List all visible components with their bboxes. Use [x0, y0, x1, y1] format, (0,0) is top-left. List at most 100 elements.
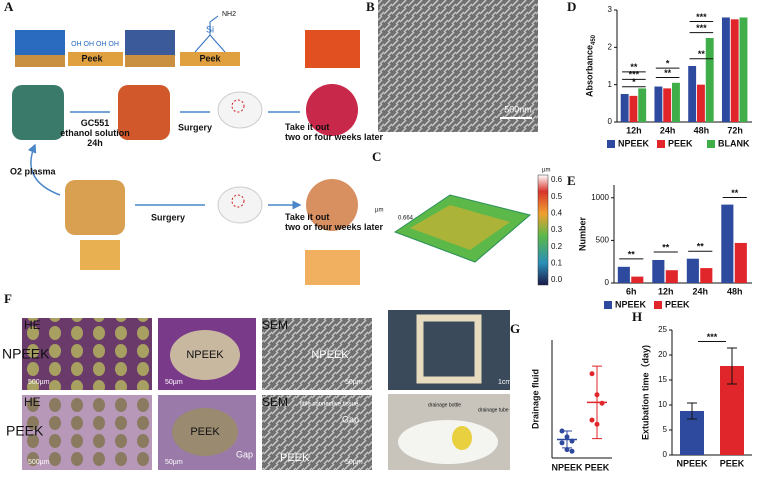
colorbar-unit: µm — [542, 168, 550, 174]
site — [231, 99, 245, 113]
rabbit — [217, 186, 263, 224]
x-tick-label: 12h — [658, 286, 674, 296]
annotation: ** — [698, 49, 706, 59]
bar — [739, 17, 748, 122]
scaffold — [118, 85, 170, 140]
z-label: 0.664 — [398, 216, 414, 222]
panel-f: NPEEK PEEK HE HE SEM SEM NPEEK NPEEK PEE… — [2, 310, 511, 470]
bar — [705, 38, 714, 122]
colorbar-ticks: 0.6 0.5 0.4 0.3 0.2 0.1 0.0 — [551, 175, 563, 284]
error-bar — [727, 347, 737, 385]
point — [569, 448, 575, 454]
point — [589, 417, 595, 423]
y-axis-label: Number — [577, 217, 587, 252]
row-label: NPEEK — [2, 346, 50, 362]
y-tick-label: 25 — [658, 325, 667, 334]
label: O2 plasma — [10, 166, 57, 176]
panel-letters: A B C D E F G H — [4, 0, 642, 336]
label: Gap — [236, 449, 253, 459]
y-axis-label: Drainage fluid — [530, 369, 540, 429]
scaffold-photo — [416, 314, 482, 384]
y-tick-label: 0 — [608, 117, 613, 126]
bar — [686, 258, 699, 283]
panel-letter: D — [567, 0, 576, 14]
surface — [125, 30, 175, 55]
annotation: ** — [731, 188, 739, 198]
scaffold — [12, 85, 64, 140]
x-tick-label: PEEK — [720, 458, 745, 468]
block — [80, 240, 120, 270]
y-tick-label: 1000 — [591, 193, 609, 202]
colorbar — [537, 174, 549, 286]
label: Gap — [342, 414, 359, 424]
colorbar-tick: 0.0 — [551, 275, 563, 284]
x-tick-label: NPEEK — [676, 458, 708, 468]
bar — [617, 266, 630, 283]
legend-swatch — [657, 140, 665, 148]
point — [559, 440, 565, 446]
annotation: ** — [697, 242, 705, 252]
error-bar — [562, 430, 572, 449]
scale-label: 50µm — [165, 379, 183, 386]
x-tick-label: NPEEK — [551, 462, 583, 472]
label: PEEK — [190, 426, 220, 438]
legend-label: BLANK — [718, 138, 750, 148]
annotation: ** — [630, 62, 638, 72]
x-tick-label: 12h — [626, 125, 642, 135]
unit: µm — [375, 208, 383, 214]
error-bar — [687, 402, 697, 420]
point — [599, 400, 605, 406]
sem-image — [378, 0, 538, 132]
annotation: * — [632, 77, 636, 87]
panel-letter: B — [366, 0, 375, 14]
legend-swatch — [607, 140, 615, 148]
x-tick-label: 24h — [660, 125, 676, 135]
label: Take it out two or four weeks later — [285, 122, 384, 142]
panel-letter: C — [372, 149, 381, 164]
y-axis-label-subscript: 450 — [591, 34, 597, 45]
bar — [654, 86, 663, 122]
y-axis-label: Absorbance450 — [584, 34, 596, 97]
panel-a: Peek Peek OH OH OH OH Si NH2 GC551 ethano… — [10, 11, 384, 285]
annotation: *** — [696, 12, 707, 22]
panel-letter: G — [510, 321, 520, 336]
annotation: * — [666, 59, 670, 69]
scale-label: 50µm — [345, 459, 363, 466]
label: drainage bottle — [428, 402, 461, 408]
y-tick-label: 20 — [658, 350, 667, 359]
bar — [688, 66, 697, 122]
legend-label: PEEK — [665, 299, 690, 309]
sem-image — [262, 395, 372, 470]
colorbar-tick: 0.5 — [551, 192, 563, 201]
colorbar-tick: 0.3 — [551, 225, 563, 234]
scaffold — [65, 180, 125, 235]
bar — [631, 276, 644, 283]
scale-label: 1cm — [498, 379, 511, 386]
he-image — [22, 395, 152, 470]
y-tick-label: 0 — [663, 450, 668, 459]
y-tick-label: 5 — [663, 425, 668, 434]
result — [306, 84, 358, 136]
annotation: *** — [696, 23, 707, 33]
surface-plot — [410, 205, 510, 250]
label: NH2 — [222, 11, 236, 18]
result — [306, 179, 358, 231]
scaffold — [172, 408, 238, 456]
error-bar — [592, 365, 602, 440]
rabbit — [217, 91, 263, 129]
colorbar-tick: 0.2 — [551, 242, 563, 251]
legend-swatch — [707, 140, 715, 148]
he-image — [22, 318, 152, 390]
row-label: PEEK — [6, 423, 44, 439]
label: HE — [24, 318, 41, 332]
x-tick-label: PEEK — [585, 462, 610, 472]
bar — [665, 270, 678, 283]
result — [305, 250, 360, 285]
label: Si — [206, 24, 214, 34]
y-tick-label: 500 — [596, 236, 610, 245]
panel-letter: A — [4, 0, 14, 14]
label: GC551 ethanol solution 24h — [60, 118, 130, 148]
legend-swatch — [654, 301, 662, 309]
arrow — [70, 111, 300, 205]
